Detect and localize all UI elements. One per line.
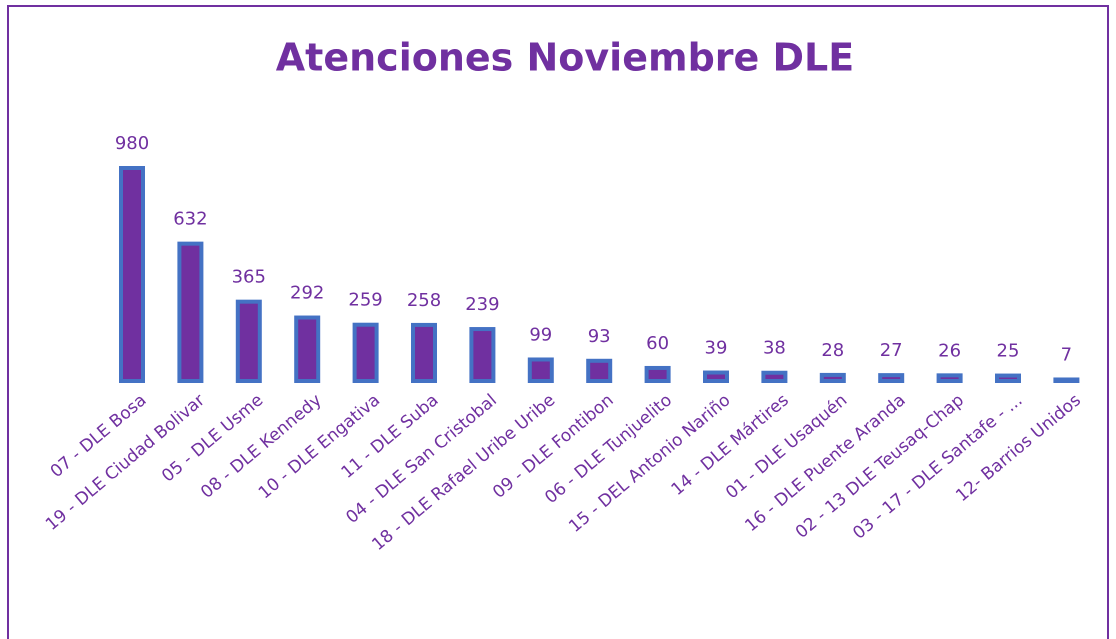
chart-title: Atenciones Noviembre DLE [276,36,854,80]
value-label: 365 [232,267,266,288]
value-label: 7 [1061,344,1072,365]
value-label: 258 [407,290,441,311]
bar [527,357,554,384]
value-label: 60 [646,333,669,354]
value-label: 28 [821,340,844,361]
value-label: 25 [997,341,1020,362]
bar [819,372,846,383]
value-label: 292 [290,283,324,304]
bar [119,166,145,383]
bar [177,241,204,383]
bar [294,315,321,384]
value-label: 99 [529,324,552,345]
value-label: 27 [880,340,903,361]
x-tick-label: 07 - DLE Bosa [47,390,151,482]
bar [1053,377,1080,384]
bar [352,322,379,384]
value-label: 38 [763,338,786,359]
x-tick-label: 05 - DLE Usme [158,390,267,486]
bar [235,299,262,383]
bar [995,373,1021,383]
value-label: 39 [705,338,728,359]
value-label: 239 [465,294,499,315]
bar [586,358,613,384]
bar [469,327,496,383]
value-label: 632 [173,209,207,230]
bar [761,370,788,383]
bar [878,373,905,383]
value-label: 980 [115,133,149,154]
bar [703,370,729,383]
value-label: 93 [588,326,611,347]
value-label: 26 [938,340,961,361]
bar [411,322,437,384]
bar [936,373,963,383]
chart-border [7,5,1109,639]
bar [644,365,671,384]
value-label: 259 [348,290,382,311]
